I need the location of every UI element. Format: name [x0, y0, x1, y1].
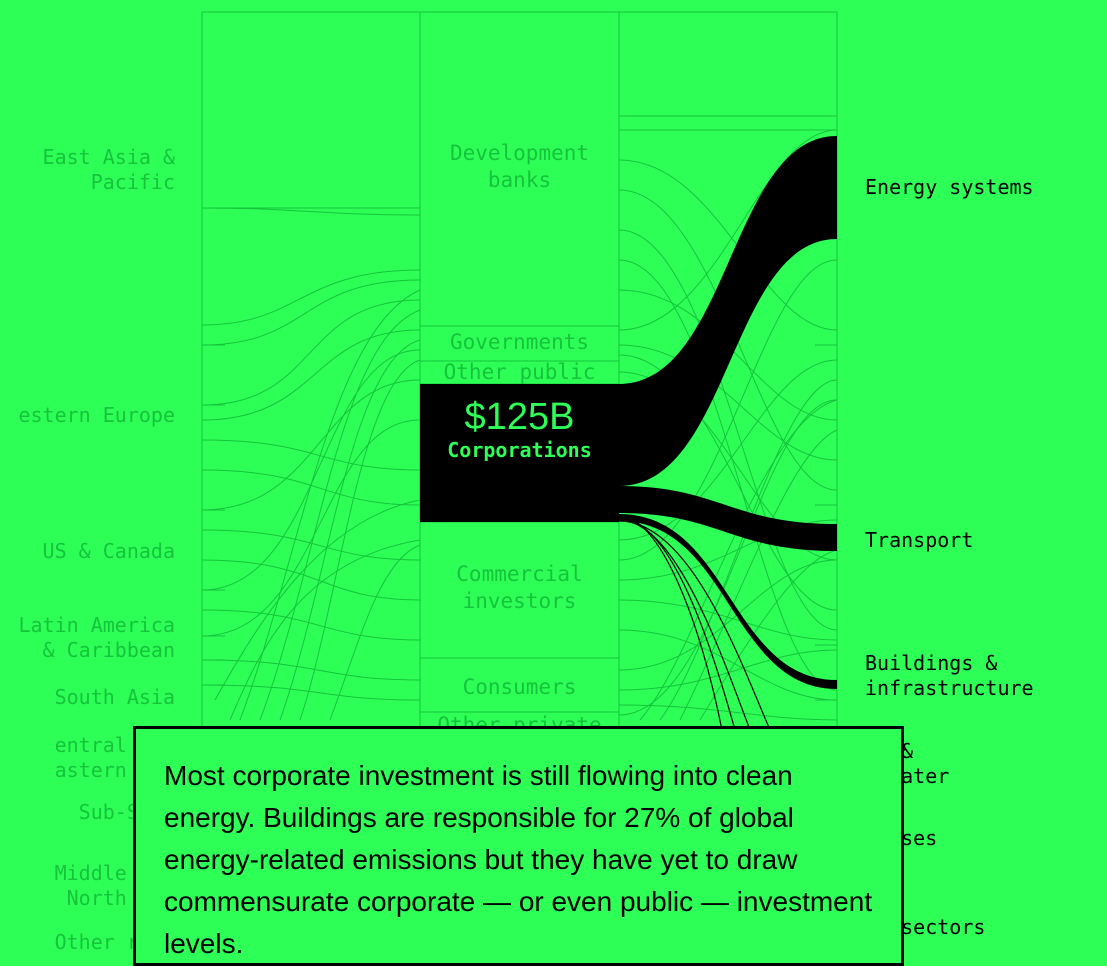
source-label-consumers: Consumers [462, 675, 577, 699]
flow-transport [619, 486, 837, 551]
region-label-east-asia: East Asia & Pacific [42, 145, 175, 194]
corporations-label: Corporations [447, 438, 592, 462]
use-label-transport: Transport [865, 528, 974, 552]
use-label-energy-systems: Energy systems [865, 175, 1034, 199]
region-label-south-asia: South Asia [54, 685, 175, 709]
flow-minor-lines [618, 515, 771, 731]
source-label-other-public: Other public [443, 360, 596, 384]
use-label-buildings: Buildings & infrastructure [865, 651, 1034, 700]
flow-energy-systems [619, 136, 837, 486]
corporations-node [420, 384, 619, 522]
source-label-commercial-investors: Commercial investors [456, 562, 583, 613]
source-label-governments: Governments [449, 330, 590, 354]
region-label-latin-america: Latin America & Caribbean [18, 613, 175, 662]
region-label-western-europe: estern Europe [18, 403, 175, 427]
region-source-flows [201, 207, 421, 721]
source-label-development-banks: Development banks [449, 141, 590, 192]
corporations-amount: $125B [464, 396, 575, 438]
highlight-flows [420, 136, 837, 731]
caption-box: Most corporate investment is still flowi… [133, 726, 904, 966]
region-label-us-canada: US & Canada [42, 539, 175, 563]
flow-buildings [619, 514, 837, 689]
caption-text: Most corporate investment is still flowi… [164, 760, 873, 959]
